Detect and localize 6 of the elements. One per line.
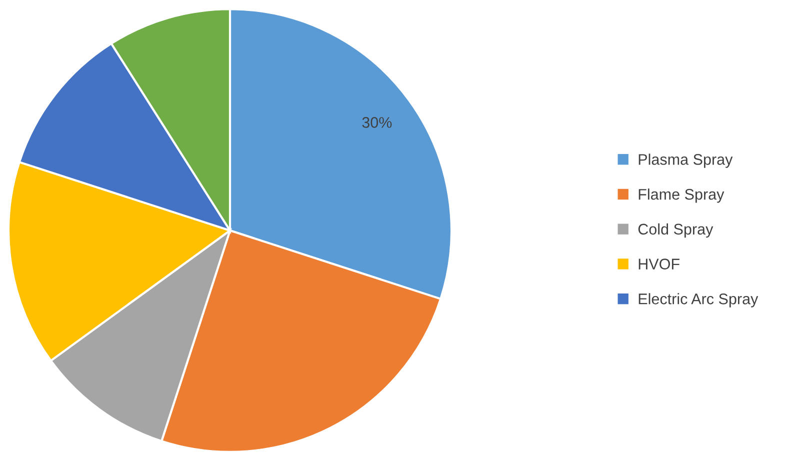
legend-label: Electric Arc Spray bbox=[638, 293, 758, 308]
legend-label: Cold Spray bbox=[638, 223, 714, 238]
legend-label: HVOF bbox=[638, 258, 680, 270]
legend-label: Plasma Spray bbox=[638, 154, 733, 168]
legend-label: Flame Spray bbox=[638, 188, 724, 203]
data-label: 30% bbox=[362, 117, 392, 128]
